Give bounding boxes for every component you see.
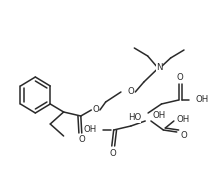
Text: OH: OH (153, 112, 166, 121)
Text: O: O (176, 73, 183, 82)
Text: OH: OH (196, 96, 209, 105)
Text: O: O (93, 106, 100, 115)
Text: HO: HO (128, 114, 141, 123)
Text: O: O (109, 149, 116, 157)
Text: O: O (180, 132, 187, 140)
Text: N: N (156, 64, 162, 72)
Text: OH: OH (177, 115, 190, 124)
Text: O: O (127, 88, 134, 97)
Text: OH: OH (83, 125, 96, 134)
Text: O: O (78, 135, 85, 144)
